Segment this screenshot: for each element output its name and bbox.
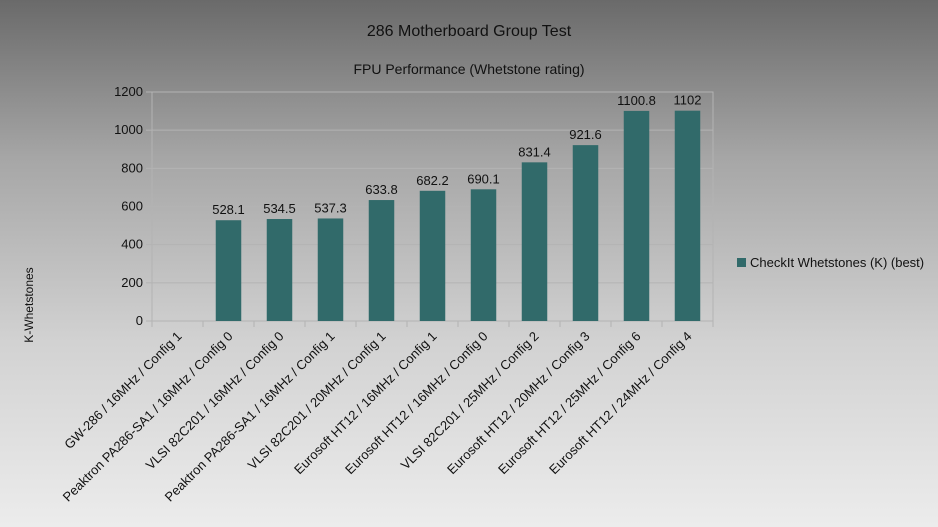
bar <box>572 145 599 321</box>
y-tick-label: 400 <box>121 237 143 252</box>
data-label: 1100.8 <box>617 93 656 108</box>
chart-title: 286 Motherboard Group Test <box>367 23 572 40</box>
bar <box>266 218 293 321</box>
bar <box>674 110 701 322</box>
y-tick-label: 600 <box>121 199 143 214</box>
y-tick-label: 1000 <box>114 122 143 137</box>
bar <box>317 218 344 321</box>
legend-swatch <box>737 258 746 267</box>
y-tick-label: 0 <box>136 313 143 328</box>
bar <box>368 200 395 321</box>
data-label: 534.5 <box>263 201 296 216</box>
bar <box>215 220 242 321</box>
y-tick-label: 200 <box>121 275 143 290</box>
legend: CheckIt Whetstones (K) (best) <box>737 255 924 270</box>
data-label: 1102 <box>674 93 702 108</box>
y-tick-label: 1200 <box>114 84 143 99</box>
bar <box>470 189 497 321</box>
y-tick-label: 800 <box>121 160 143 175</box>
bar <box>419 190 446 321</box>
data-label: 537.3 <box>314 200 347 215</box>
data-label: 921.6 <box>569 127 602 142</box>
chart-subtitle: FPU Performance (Whetstone rating) <box>353 61 584 77</box>
data-label: 831.4 <box>518 144 551 159</box>
legend-label: CheckIt Whetstones (K) (best) <box>750 255 924 270</box>
bar <box>623 110 650 321</box>
data-label: 528.1 <box>212 202 245 217</box>
data-label: 690.1 <box>467 171 500 186</box>
bar <box>521 162 548 321</box>
y-axis-title: K-Whetstones <box>22 267 36 342</box>
data-label: 633.8 <box>365 182 398 197</box>
data-label: 682.2 <box>416 173 449 188</box>
